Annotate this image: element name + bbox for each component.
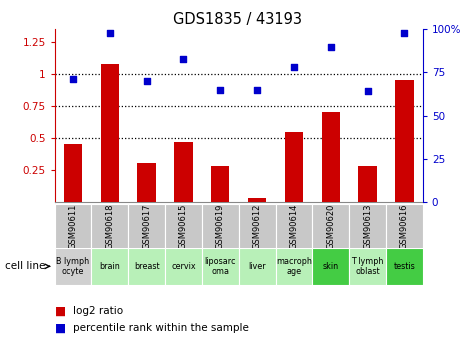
Bar bbox=[202, 248, 238, 285]
Bar bbox=[165, 248, 202, 285]
Bar bbox=[395, 80, 414, 202]
Text: skin: skin bbox=[323, 262, 339, 271]
Bar bbox=[55, 248, 91, 285]
Text: cell line: cell line bbox=[5, 262, 45, 271]
Text: GDS1835 / 43193: GDS1835 / 43193 bbox=[173, 12, 302, 27]
Bar bbox=[91, 248, 128, 285]
Text: GSM90619: GSM90619 bbox=[216, 203, 225, 249]
Bar bbox=[248, 198, 266, 202]
Bar bbox=[358, 166, 377, 202]
Point bbox=[217, 87, 224, 92]
Point bbox=[364, 89, 371, 94]
Text: log2 ratio: log2 ratio bbox=[73, 306, 123, 316]
Text: GSM90611: GSM90611 bbox=[68, 203, 77, 249]
Bar bbox=[238, 204, 276, 250]
Bar bbox=[285, 131, 303, 202]
Point bbox=[253, 87, 261, 92]
Text: GSM90615: GSM90615 bbox=[179, 203, 188, 249]
Bar bbox=[64, 144, 82, 202]
Bar bbox=[211, 166, 229, 202]
Text: GSM90614: GSM90614 bbox=[289, 203, 298, 249]
Text: GSM90617: GSM90617 bbox=[142, 203, 151, 249]
Text: ■: ■ bbox=[55, 322, 66, 335]
Bar bbox=[386, 204, 423, 250]
Bar bbox=[165, 204, 202, 250]
Text: percentile rank within the sample: percentile rank within the sample bbox=[73, 324, 248, 333]
Bar bbox=[128, 248, 165, 285]
Bar bbox=[174, 142, 193, 202]
Bar bbox=[313, 248, 349, 285]
Bar bbox=[202, 204, 238, 250]
Text: GSM90618: GSM90618 bbox=[105, 203, 114, 249]
Bar bbox=[238, 248, 276, 285]
Text: GSM90616: GSM90616 bbox=[400, 203, 409, 249]
Text: B lymph
ocyte: B lymph ocyte bbox=[57, 257, 90, 276]
Bar bbox=[349, 204, 386, 250]
Point bbox=[69, 77, 77, 82]
Bar bbox=[128, 204, 165, 250]
Text: ■: ■ bbox=[55, 305, 66, 318]
Text: T lymph
oblast: T lymph oblast bbox=[352, 257, 384, 276]
Bar bbox=[276, 204, 313, 250]
Point bbox=[290, 65, 298, 70]
Bar bbox=[349, 248, 386, 285]
Point bbox=[143, 78, 151, 84]
Bar bbox=[386, 248, 423, 285]
Text: breast: breast bbox=[134, 262, 160, 271]
Text: brain: brain bbox=[99, 262, 120, 271]
Bar bbox=[55, 204, 91, 250]
Bar bbox=[276, 248, 313, 285]
Text: macroph
age: macroph age bbox=[276, 257, 312, 276]
Text: GSM90620: GSM90620 bbox=[326, 203, 335, 249]
Text: liver: liver bbox=[248, 262, 266, 271]
Point bbox=[106, 30, 114, 36]
Point bbox=[400, 30, 408, 36]
Point bbox=[327, 44, 334, 49]
Bar bbox=[313, 204, 349, 250]
Bar bbox=[137, 164, 156, 202]
Text: cervix: cervix bbox=[171, 262, 196, 271]
Bar bbox=[322, 112, 340, 202]
Text: testis: testis bbox=[393, 262, 415, 271]
Text: liposarc
oma: liposarc oma bbox=[205, 257, 236, 276]
Bar bbox=[91, 204, 128, 250]
Text: GSM90612: GSM90612 bbox=[253, 203, 262, 249]
Bar bbox=[101, 64, 119, 202]
Point bbox=[180, 56, 187, 61]
Text: GSM90613: GSM90613 bbox=[363, 203, 372, 249]
